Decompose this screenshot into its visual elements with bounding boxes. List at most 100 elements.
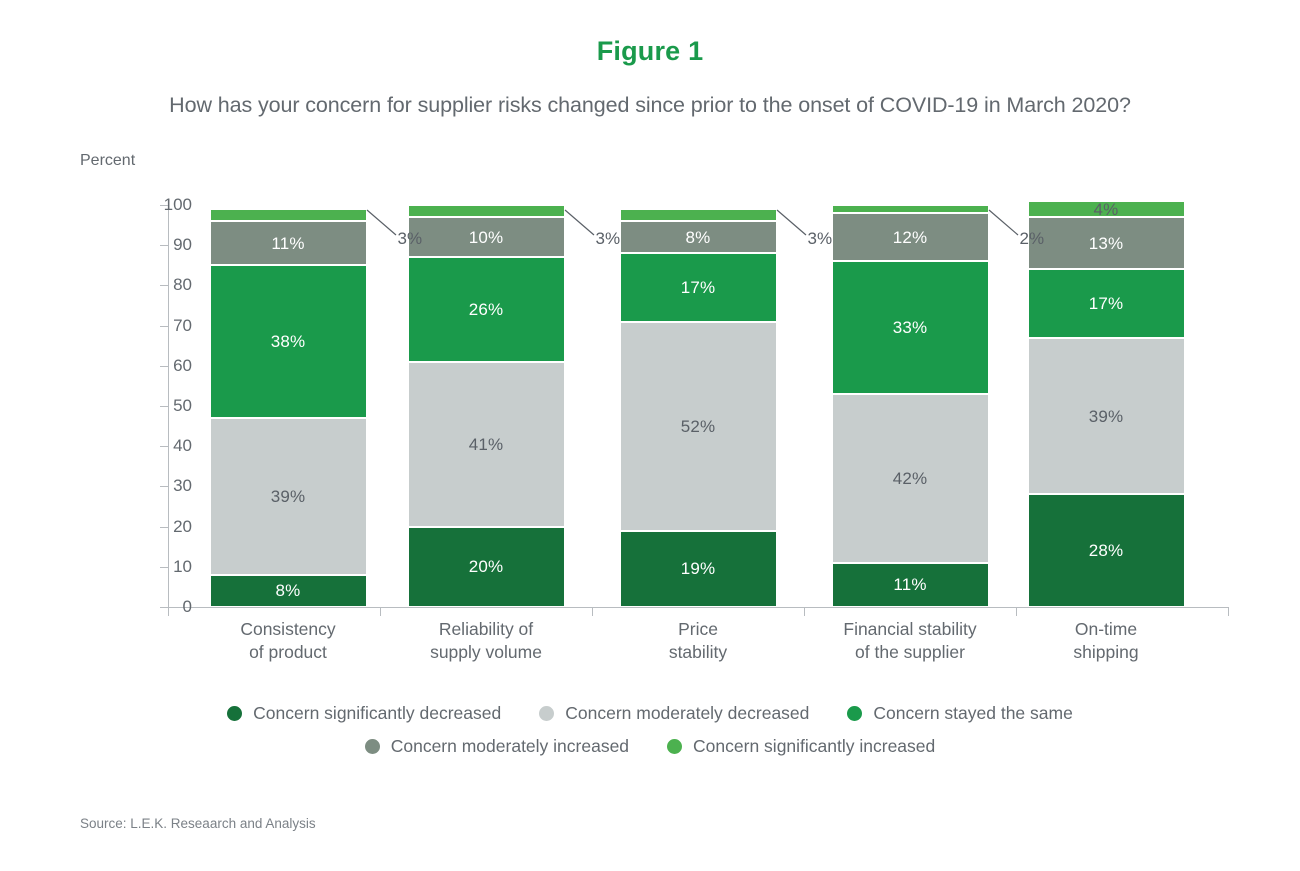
category-label-line: Consistency — [240, 619, 336, 639]
y-tick-mark — [160, 607, 168, 608]
callout-leader-line — [564, 209, 594, 236]
legend-label: Concern moderately increased — [390, 736, 630, 756]
bar-segment-label: 8% — [275, 581, 301, 601]
bar-segment[interactable]: 13% — [1028, 217, 1184, 270]
bar-segment[interactable]: 52% — [620, 321, 776, 531]
bar-segment[interactable]: 11% — [832, 562, 988, 607]
category-label-line: shipping — [1073, 641, 1139, 662]
bar-segment-label: 39% — [270, 486, 306, 506]
callout-value: 3% — [397, 229, 423, 248]
bar-segment-label: 38% — [270, 332, 306, 352]
bar-segment[interactable]: 42% — [832, 393, 988, 563]
bar-segment-label: 17% — [680, 277, 716, 297]
bar-segment[interactable]: 41% — [408, 361, 564, 527]
bar-segment[interactable]: 4% — [1028, 199, 1184, 219]
bar-segment-label: 13% — [1088, 233, 1124, 253]
y-tick-label: 10 — [173, 556, 192, 576]
y-tick-label: 90 — [173, 235, 192, 255]
bar-segment-label: 42% — [892, 468, 928, 488]
bar-segment-label: 33% — [892, 318, 928, 338]
bar-stack: 8% 39% 38% 11% — [210, 205, 366, 607]
x-axis-separator — [592, 607, 593, 616]
callout-value: 3% — [595, 229, 621, 248]
bar-segment-label: 8% — [685, 227, 711, 247]
y-tick-label: 0 — [182, 597, 192, 616]
bar-segment-label: 20% — [468, 557, 504, 577]
category-label-line: Reliability of — [438, 619, 534, 639]
bar-segment[interactable]: 17% — [620, 253, 776, 322]
bar-segment[interactable]: 39% — [210, 418, 366, 575]
category-label-line: supply volume — [430, 641, 542, 662]
y-axis-line — [168, 205, 169, 607]
y-tick-mark — [160, 285, 168, 287]
bar-segment[interactable]: 19% — [620, 530, 776, 607]
y-tick-mark — [160, 566, 168, 568]
bar-segment[interactable]: 17% — [1028, 269, 1184, 338]
callout-value: 3% — [807, 229, 833, 248]
legend-label: Concern moderately decreased — [565, 703, 810, 723]
legend-row: Concern moderately increased Concern sign… — [0, 736, 1300, 757]
legend-swatch-icon — [227, 706, 243, 721]
y-tick-mark — [160, 325, 168, 327]
bar-segment-label: 52% — [680, 416, 716, 436]
callout-leader-line — [988, 209, 1018, 236]
legend-item[interactable]: Concern moderately increased — [364, 736, 630, 757]
bar-segment[interactable]: 20% — [408, 526, 564, 607]
y-tick-mark — [160, 245, 168, 247]
bar-segment[interactable] — [408, 205, 564, 218]
bar-segment[interactable]: 28% — [1028, 494, 1184, 607]
bar-segment[interactable]: 8% — [620, 221, 776, 254]
legend-item[interactable]: Concern stayed the same — [847, 703, 1073, 724]
bar-segment-label: 12% — [892, 227, 928, 247]
y-tick-label: 80 — [173, 275, 192, 295]
callout-leader-line — [366, 209, 396, 236]
bar-segment[interactable] — [620, 209, 776, 222]
x-axis-separator — [168, 607, 169, 616]
y-tick-label: 20 — [173, 516, 192, 536]
y-tick-label: 70 — [173, 315, 192, 335]
callout-leader-line — [776, 209, 806, 236]
bar-segment[interactable]: 10% — [408, 217, 564, 258]
bar-segment-label: 4% — [1093, 199, 1119, 219]
y-tick-label: 30 — [173, 476, 192, 496]
y-tick-label: 40 — [173, 436, 192, 456]
bar-segment-label: 10% — [468, 227, 504, 247]
legend-item[interactable]: Concern moderately decreased — [539, 703, 809, 724]
bar-stack: 11% 42% 33% 12% — [832, 205, 988, 607]
bar-segment-label: 11% — [893, 575, 927, 595]
category-label-line: of the supplier — [855, 641, 965, 662]
bar-segment[interactable]: 38% — [210, 265, 366, 419]
category-label-line: On-time — [1074, 619, 1138, 639]
category-label: Reliability of supply volume — [371, 618, 601, 664]
legend-item[interactable]: Concern significantly increased — [667, 736, 935, 757]
legend-label: Concern significantly decreased — [253, 703, 502, 723]
bar-segment[interactable] — [210, 209, 366, 222]
bar-segment-label: 41% — [468, 434, 504, 454]
category-label: Price stability — [583, 618, 813, 664]
figure-title: Figure 1 — [596, 36, 704, 66]
bar-segment[interactable]: 39% — [1028, 337, 1184, 495]
bar-segment[interactable]: 8% — [210, 574, 366, 607]
bar-segment[interactable]: 33% — [832, 261, 988, 394]
legend-swatch-icon — [364, 739, 380, 754]
callout-value: 2% — [1019, 229, 1045, 248]
bar-segment[interactable]: 26% — [408, 257, 564, 362]
category-label: Consistency of product — [173, 618, 403, 664]
bar-stack: 28% 39% 17% 13% 4% — [1028, 201, 1184, 607]
legend-item[interactable]: Concern significantly decreased — [227, 703, 501, 724]
legend-label: Concern stayed the same — [873, 703, 1073, 723]
chart-subtitle: How has your concern for supplier risks … — [169, 93, 1131, 117]
source-note: Source: L.E.K. Reseaarch and Analysis — [80, 816, 316, 831]
y-tick-mark — [160, 486, 168, 488]
bar-segment[interactable] — [832, 205, 988, 214]
chart-legend: Concern significantly decreased Concern m… — [0, 703, 1300, 769]
x-axis-line — [168, 607, 1228, 608]
legend-row: Concern significantly decreased Concern m… — [0, 703, 1300, 724]
bar-segment[interactable]: 11% — [210, 221, 366, 266]
x-axis-separator — [380, 607, 381, 616]
bar-segment[interactable]: 12% — [832, 213, 988, 262]
x-axis-separator — [1016, 607, 1017, 616]
bar-segment-label: 28% — [1088, 541, 1124, 561]
y-tick-label: 100 — [163, 195, 192, 214]
y-axis-title: Percent — [80, 152, 136, 169]
